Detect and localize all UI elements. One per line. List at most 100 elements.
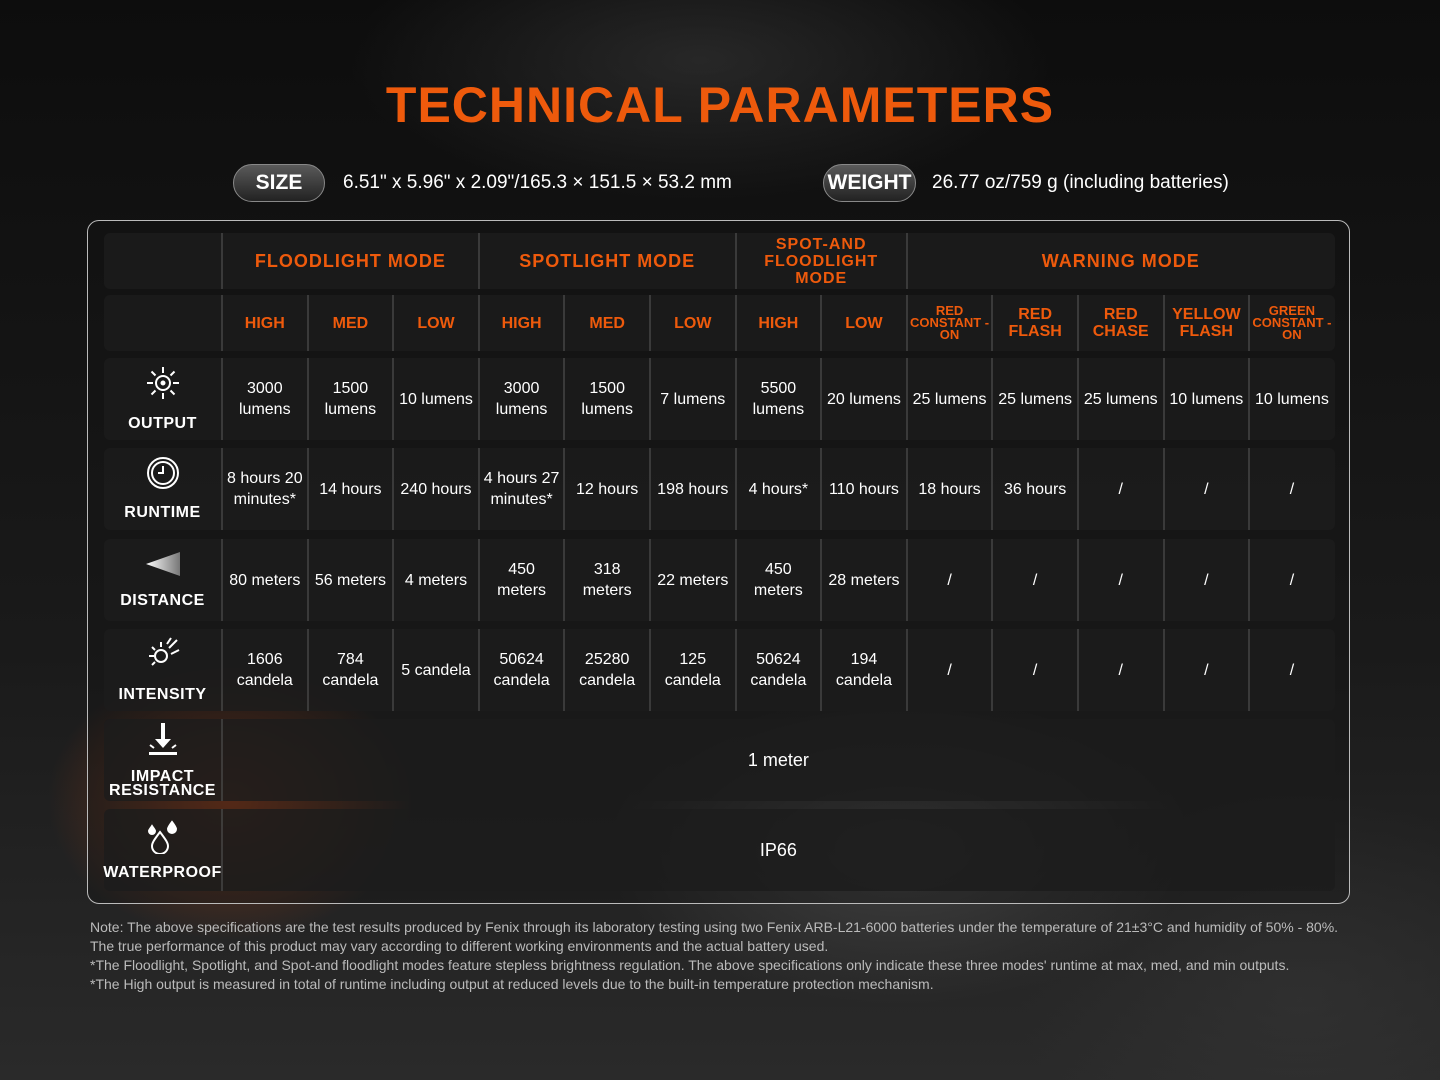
corner-cell (104, 233, 221, 289)
row-label-text: OUTPUT (128, 414, 197, 432)
value-cell: 25 lumens (1076, 358, 1163, 440)
weight-value: 26.77 oz/759 g (including batteries) (932, 172, 1229, 193)
row-label: OUTPUT (104, 358, 221, 440)
value-cell: 784 candela (306, 629, 393, 711)
value-cell: 50624 candela (477, 629, 564, 711)
level-header: LOW (820, 295, 906, 351)
value-cell: 125 candela (648, 629, 735, 711)
value-cell: 8 hours 20 minutes* (221, 448, 307, 530)
value-cell: 1500 lumens (306, 358, 393, 440)
row-merged: IMPACT RESISTANCE 1 meter (104, 719, 1335, 801)
value-cell: 1606 candela (221, 629, 307, 711)
level-header: YELLOW FLASH (1162, 295, 1249, 351)
value-cell: 7 lumens (648, 358, 735, 440)
value-cell: / (1248, 448, 1334, 530)
impact-icon (146, 722, 180, 770)
value-cell: 25 lumens (905, 358, 992, 440)
value-cell: 194 candela (820, 629, 906, 711)
value-cell: 25280 candela (563, 629, 649, 711)
note-text: *The Floodlight, Spotlight, and Spot-and… (90, 957, 1290, 973)
level-header: RED CONSTANT -ON (905, 295, 992, 351)
value-cell: / (1248, 539, 1334, 621)
row-merged: WATERPROOF IP66 (103, 809, 1335, 891)
water-drops-icon (146, 820, 180, 866)
mode-header: SPOT-AND FLOODLIGHT MODE (734, 233, 906, 289)
value-cell: 80 meters (221, 539, 307, 621)
clock-icon (146, 456, 180, 502)
mode-header: WARNING MODE (905, 233, 1334, 289)
value-cell: / (1248, 629, 1334, 711)
row-label: DISTANCE (104, 539, 221, 621)
mode-header: FLOODLIGHT MODE (221, 233, 478, 289)
merged-value: 1 meter (221, 719, 1334, 801)
corner-cell (104, 295, 221, 351)
value-cell: 450 meters (734, 539, 821, 621)
value-cell: / (905, 629, 992, 711)
value-cell: 10 lumens (1162, 358, 1249, 440)
row-label-text: RUNTIME (124, 503, 201, 521)
value-cell: / (1076, 539, 1163, 621)
level-header: GREEN CONSTANT -ON (1248, 295, 1334, 351)
beam-icon (144, 550, 182, 590)
row-output: OUTPUT 3000 lumens 1500 lumens 10 lumens 300… (104, 358, 1335, 440)
value-cell: 240 hours (392, 448, 478, 530)
row-label-text: IMPACT RESISTANCE (109, 768, 216, 799)
sun-icon (145, 365, 181, 413)
value-cell: / (1162, 448, 1249, 530)
value-cell: 4 meters (392, 539, 478, 621)
row-runtime: RUNTIME 8 hours 20 minutes* 14 hours 240 ho… (104, 448, 1335, 530)
row-label-text: DISTANCE (120, 591, 205, 609)
value-cell: 14 hours (306, 448, 393, 530)
intensity-icon (145, 636, 181, 684)
level-header: MED (306, 295, 393, 351)
row-label-text: WATERPROOF (103, 864, 222, 881)
level-header: MED (563, 295, 649, 351)
value-cell: 36 hours (991, 448, 1077, 530)
value-cell: / (1162, 629, 1249, 711)
notes: Note: The above specifications are the t… (90, 918, 1360, 994)
value-cell: / (1076, 448, 1163, 530)
row-label: RUNTIME (104, 448, 221, 530)
level-header: HIGH (477, 295, 564, 351)
level-header: LOW (392, 295, 478, 351)
value-cell: 56 meters (306, 539, 393, 621)
level-header: HIGH (221, 295, 307, 351)
level-header-row: HIGH MED LOW HIGH MED LOW HIGH LOW RED CONSTANT … (104, 295, 1335, 351)
value-cell: 1500 lumens (563, 358, 649, 440)
mode-header-row: FLOODLIGHT MODE SPOTLIGHT MODE SPOT-AND FL… (104, 233, 1335, 289)
weight-badge: WEIGHT (823, 164, 916, 202)
value-cell: / (905, 539, 992, 621)
value-cell: 5500 lumens (734, 358, 821, 440)
value-cell: 110 hours (820, 448, 906, 530)
row-intensity: INTENSITY 1606 candela 784 candela 5 candel… (104, 629, 1335, 711)
row-distance: DISTANCE 80 meters 56 meters 4 meters 450 me… (104, 539, 1335, 621)
size-value: 6.51" x 5.96" x 2.09"/165.3 × 151.5 × 53… (343, 172, 732, 193)
value-cell: 318 meters (563, 539, 649, 621)
size-badge: SIZE (233, 164, 325, 202)
row-label-text: INTENSITY (118, 685, 207, 703)
value-cell: 12 hours (563, 448, 649, 530)
row-label: INTENSITY (104, 629, 221, 711)
value-cell: 25 lumens (991, 358, 1077, 440)
value-cell: 5 candela (392, 629, 478, 711)
value-cell: 3000 lumens (221, 358, 307, 440)
level-header: RED FLASH (991, 295, 1077, 351)
value-cell: 4 hours* (734, 448, 821, 530)
value-cell: 20 lumens (820, 358, 906, 440)
page-title: TECHNICAL PARAMETERS (385, 77, 1055, 133)
value-cell: 3000 lumens (477, 358, 564, 440)
mode-header: SPOTLIGHT MODE (477, 233, 735, 289)
value-cell: 10 lumens (1248, 358, 1334, 440)
level-header: LOW (648, 295, 735, 351)
value-cell: 4 hours 27 minutes* (477, 448, 564, 530)
value-cell: 18 hours (905, 448, 992, 530)
value-cell: / (991, 539, 1077, 621)
level-header: RED CHASE (1076, 295, 1163, 351)
value-cell: 50624 candela (734, 629, 821, 711)
value-cell: 198 hours (648, 448, 735, 530)
value-cell: / (1076, 629, 1163, 711)
value-cell: 22 meters (648, 539, 735, 621)
value-cell: 10 lumens (392, 358, 478, 440)
merged-value: IP66 (221, 809, 1334, 891)
row-label: WATERPROOF (103, 809, 222, 891)
